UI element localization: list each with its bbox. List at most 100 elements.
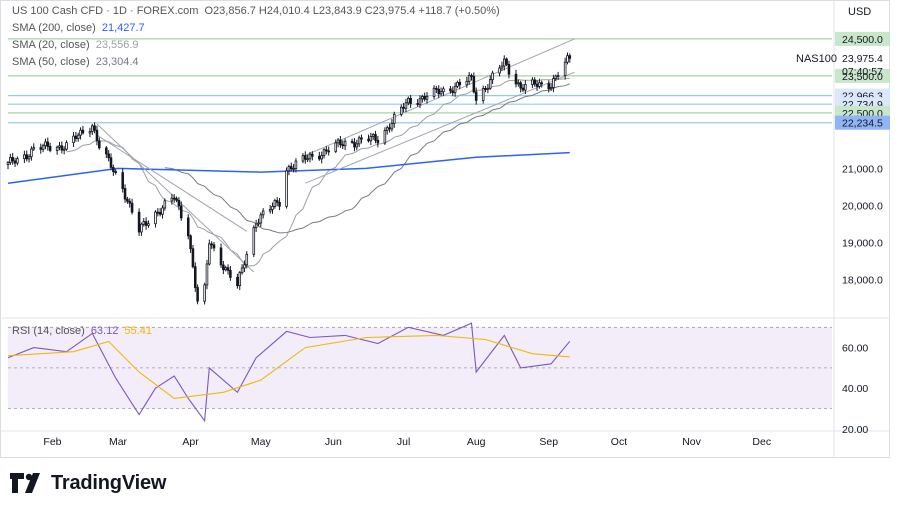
- candle-body: [547, 83, 551, 90]
- candle-body: [486, 87, 490, 90]
- candle-body: [399, 106, 403, 115]
- candle-body: [390, 122, 394, 130]
- candle-body: [538, 82, 541, 87]
- candle-body: [140, 223, 143, 233]
- legend-sma200[interactable]: SMA (200, close) 21,427.7: [12, 22, 148, 34]
- rsi-tick-label: 40.00: [842, 383, 868, 395]
- last-price-label: 23,975.4: [842, 53, 883, 65]
- candle-body: [189, 235, 192, 250]
- candle-body: [367, 138, 370, 142]
- candle-body: [30, 148, 33, 158]
- sma50-line: [164, 83, 570, 234]
- candle-body: [568, 55, 572, 59]
- candle-body: [172, 197, 176, 200]
- time-axis-label: Nov: [682, 436, 701, 448]
- candle-body: [65, 142, 68, 150]
- candle-body: [481, 88, 485, 101]
- candle-body: [287, 166, 291, 172]
- candle-body: [58, 145, 61, 148]
- candle-body: [229, 269, 232, 278]
- legend-rsi[interactable]: RSI (14, close) 63.12 55.41: [12, 325, 155, 337]
- symbol-tag: NAS100: [796, 53, 837, 65]
- candle-body: [432, 87, 436, 97]
- candle-body: [6, 162, 10, 166]
- candle-body: [339, 139, 342, 146]
- candle-body: [175, 198, 178, 201]
- candle-body: [9, 157, 12, 163]
- price-chart[interactable]: 24,500.023,500.022,966.322,734.922,500.0…: [0, 0, 902, 460]
- candle-body: [179, 205, 183, 219]
- candle-body: [114, 171, 117, 174]
- candle-body: [549, 87, 553, 90]
- legend-sma50[interactable]: SMA (50, close) 23,304.4: [12, 56, 142, 68]
- candle-body: [105, 147, 108, 155]
- candle-body: [418, 98, 422, 105]
- candle-body: [137, 211, 141, 233]
- candle-body: [374, 134, 377, 141]
- candle-body: [392, 113, 396, 124]
- candle-body: [554, 75, 558, 79]
- candle-body: [402, 106, 405, 109]
- countdown-label: 07:40:57: [842, 66, 883, 78]
- candle-body: [62, 148, 66, 151]
- candle-body: [48, 146, 52, 151]
- sma20-label: SMA (20, close): [12, 39, 90, 51]
- price-tag-label: 24,500.0: [842, 34, 883, 46]
- candle-body: [292, 168, 295, 170]
- candle-body: [196, 287, 199, 302]
- candle-body: [123, 188, 127, 200]
- sma50-label: SMA (50, close): [12, 56, 90, 68]
- candle-body: [107, 153, 110, 159]
- symbol-title: US 100 Cash CFD · 1D · FOREX.com: [12, 5, 199, 17]
- legend-sma20[interactable]: SMA (20, close) 23,556.9: [12, 39, 142, 51]
- time-axis-label: Apr: [182, 436, 199, 448]
- candle-body: [472, 76, 476, 93]
- candle-body: [505, 58, 508, 65]
- price-tick-label: 19,000.0: [842, 237, 883, 249]
- rsi-label: RSI (14, close): [12, 325, 85, 337]
- tradingview-logo[interactable]: TradingView: [10, 472, 166, 495]
- candle-body: [451, 90, 455, 94]
- candle-body: [245, 253, 249, 266]
- candle-body: [193, 266, 197, 288]
- candle-body: [203, 284, 206, 302]
- candle-body: [369, 136, 373, 142]
- candle-body: [236, 276, 239, 287]
- candle-body: [327, 150, 330, 153]
- candle-body: [341, 144, 345, 147]
- price-tick-label: 18,000.0: [842, 274, 883, 286]
- candle-body: [252, 227, 256, 255]
- candle-body: [360, 137, 363, 140]
- candle-body: [456, 81, 459, 87]
- candle-body: [210, 243, 213, 246]
- candle-body: [289, 166, 293, 170]
- currency-label[interactable]: USD: [848, 6, 872, 18]
- candle-body: [121, 172, 124, 189]
- candle-body: [484, 88, 487, 90]
- candle-body: [273, 200, 277, 207]
- trend-channel-line: [305, 38, 575, 156]
- candle-body: [421, 96, 424, 100]
- symbol-legend[interactable]: US 100 Cash CFD · 1D · FOREX.com O23,856…: [12, 5, 503, 17]
- sma200-line: [7, 151, 570, 184]
- candle-body: [238, 272, 242, 287]
- candle-body: [88, 131, 92, 134]
- candle-body: [320, 155, 323, 160]
- candle-body: [458, 81, 462, 86]
- candle-body: [163, 200, 167, 209]
- candle-body: [306, 158, 309, 161]
- candle-body: [409, 97, 412, 104]
- candle-body: [519, 82, 522, 89]
- time-axis-label: Dec: [752, 436, 771, 448]
- price-tag-bg: [835, 31, 890, 46]
- candle-body: [23, 154, 26, 160]
- candle-body: [147, 223, 150, 226]
- candle-body: [491, 72, 494, 81]
- candle-body: [540, 82, 544, 85]
- candle-body: [407, 97, 410, 104]
- candle-body: [240, 267, 244, 274]
- candle-body: [254, 223, 258, 229]
- rsi-tick-label: 20.00: [842, 424, 868, 436]
- price-tag-bg: [835, 68, 890, 83]
- candle-body: [261, 210, 265, 216]
